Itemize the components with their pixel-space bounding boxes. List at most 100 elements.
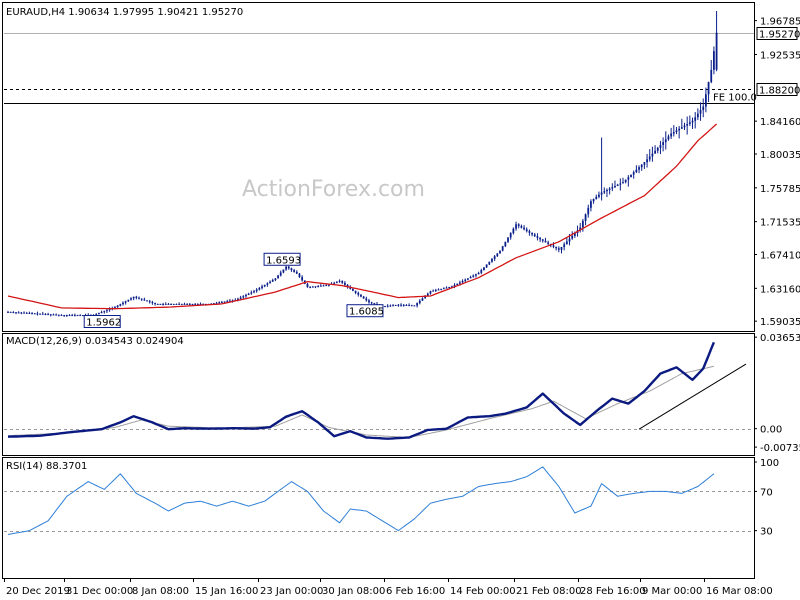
candle-body (95, 314, 98, 316)
candle-body (392, 305, 394, 307)
candle-body (402, 304, 405, 306)
candle-body (416, 303, 419, 306)
candle-body (317, 286, 320, 288)
candle-body (485, 264, 488, 268)
price-tag-label: 1.95270 (759, 30, 800, 41)
candle-body (151, 302, 154, 304)
candle-body (499, 250, 501, 254)
candle-body (36, 313, 39, 315)
candle-body (622, 182, 624, 184)
candle-body (47, 314, 50, 316)
candle-body (31, 313, 33, 315)
candle-body (162, 303, 164, 305)
candle-body (277, 275, 279, 279)
candle-body (560, 247, 563, 250)
y-tick-label: 1.84160 (760, 117, 800, 128)
candle-body (552, 245, 555, 247)
candle-body (493, 256, 496, 259)
candle-body (421, 298, 424, 301)
price-title: EURAUD,H4 1.90634 1.97995 1.90421 1.9527… (6, 7, 243, 18)
candle-body (146, 300, 148, 302)
candle-body (450, 286, 453, 288)
candle-body (362, 296, 365, 299)
candle-body (590, 201, 592, 208)
candle-body (643, 162, 646, 165)
candle-body (212, 303, 215, 305)
candle-body (533, 234, 536, 237)
candle-body (469, 276, 472, 279)
candle-body (7, 311, 9, 313)
y-tick-label: 100 (760, 458, 779, 469)
candle-body (627, 177, 630, 180)
candle-body (456, 283, 459, 286)
candle-body (536, 236, 539, 238)
candle-body (319, 285, 322, 287)
y-tick-label: 0.036538 (760, 333, 800, 344)
candle-body (346, 284, 349, 287)
candle-body (245, 294, 247, 297)
candle-body (114, 307, 116, 309)
candle-body (44, 313, 47, 315)
macd-line (7, 341, 716, 440)
candle-body (702, 106, 705, 111)
candle-body (143, 299, 146, 301)
annotation-label: 1.6085 (349, 307, 384, 318)
candle-body (23, 312, 25, 314)
candle-body (20, 312, 23, 314)
candle-body (242, 296, 245, 298)
candle-body (263, 284, 266, 287)
candle-body (140, 298, 143, 300)
candle-body (507, 237, 509, 242)
candle-body (338, 280, 341, 282)
candle-body (592, 199, 595, 202)
macd-trendline (638, 363, 747, 430)
candle-body (314, 286, 317, 288)
candle-body (186, 303, 189, 305)
candle-body (472, 275, 475, 277)
candle-body (568, 238, 571, 242)
candle-body (713, 51, 715, 70)
candle-body (670, 133, 673, 137)
candle-body (373, 303, 376, 305)
annotation-box (83, 315, 121, 329)
y-tick-label: 0.00 (760, 425, 782, 436)
candle-body (49, 314, 52, 316)
candle-body (180, 303, 183, 305)
candle-body (357, 292, 360, 295)
candle-body (148, 301, 151, 303)
candle-body (704, 94, 707, 107)
candle-body (464, 279, 467, 282)
candle-body (491, 258, 493, 262)
candle-body (555, 246, 558, 249)
candle-body (71, 315, 74, 317)
candle-body (81, 315, 84, 317)
candle-body (544, 240, 547, 243)
candle-body (523, 227, 525, 230)
y-tick-label: 1.80035 (760, 150, 800, 161)
candle-body (354, 290, 357, 293)
annotation-label: 1.6593 (266, 255, 301, 266)
price-tag (756, 27, 798, 40)
candle-body (547, 242, 550, 244)
candle-body (223, 301, 226, 303)
x-tick-label: 20 Dec 2019 (6, 586, 70, 597)
y-tick-label: 1.59035 (760, 317, 800, 328)
candle-body (453, 285, 456, 287)
candle-body (541, 239, 544, 241)
candle-body (640, 164, 643, 168)
candle-body (389, 305, 392, 307)
candle-body (194, 303, 197, 305)
candle-body (410, 305, 413, 307)
candle-body (477, 272, 480, 275)
candle-body (496, 253, 499, 257)
candle-body (132, 296, 135, 299)
candle-body (531, 232, 533, 235)
candle-body (73, 315, 76, 317)
x-tick-label: 16 Mar 08:00 (706, 586, 773, 597)
candle-body (368, 300, 370, 303)
candle-body (237, 298, 239, 300)
candle-body (635, 169, 638, 173)
candle-body (429, 291, 432, 294)
candle-body (646, 159, 648, 163)
candle-body (360, 294, 362, 297)
